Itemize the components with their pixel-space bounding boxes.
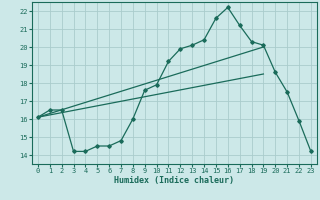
X-axis label: Humidex (Indice chaleur): Humidex (Indice chaleur) bbox=[115, 176, 234, 185]
